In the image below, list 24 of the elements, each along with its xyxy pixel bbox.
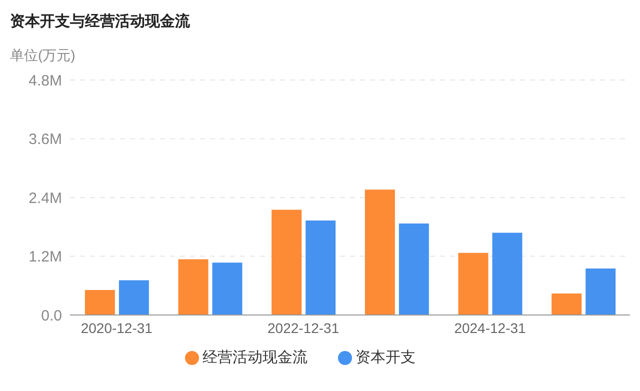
y-tick-label: 1.2M (28, 248, 62, 266)
y-tick-label: 2.4M (28, 190, 62, 207)
legend-label: 资本开支 (356, 349, 416, 366)
bar (84, 290, 115, 315)
bar (212, 262, 242, 315)
y-tick-label: 4.8M (28, 72, 62, 90)
chart-title: 资本开支与经营活动现金流 (10, 12, 190, 31)
legend-label: 经营活动现金流 (202, 349, 308, 366)
y-tick-label: 3.6M (28, 131, 62, 148)
bar (306, 220, 336, 315)
y-tick-label: 0.0 (41, 307, 62, 324)
bar (492, 232, 522, 315)
x-tick-label: 2024-12-31 (454, 320, 526, 336)
bar (458, 252, 488, 315)
bar (364, 190, 395, 315)
bar (272, 210, 302, 315)
y-axis-title: 单位(万元) (10, 47, 76, 65)
bar (398, 223, 429, 315)
x-tick-label: 2022-12-31 (268, 320, 340, 336)
bar (118, 280, 149, 315)
bar (586, 268, 616, 315)
bar (552, 293, 582, 315)
x-tick-label: 2020-12-31 (80, 320, 153, 336)
bar (178, 259, 208, 315)
